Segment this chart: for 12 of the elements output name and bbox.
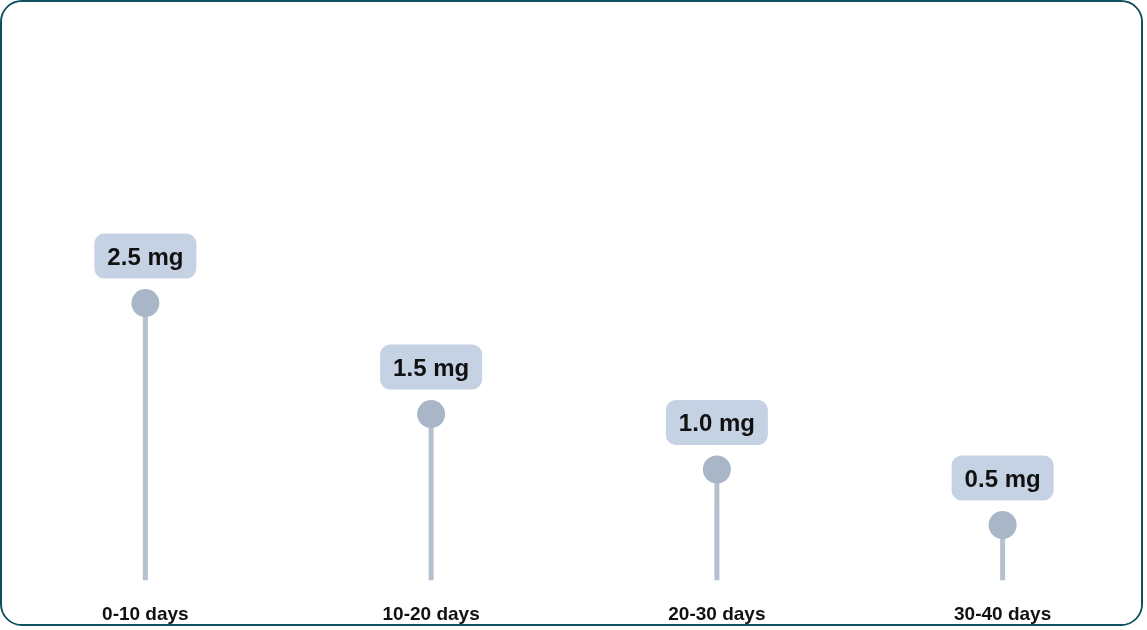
x-tick-label: 20-30 days — [668, 602, 766, 624]
point — [702, 455, 731, 484]
data-label: 2.5 mg — [107, 242, 184, 270]
point — [988, 511, 1017, 539]
data-label: 1.5 mg — [393, 353, 470, 381]
point — [131, 289, 160, 318]
x-tick-label: 10-20 days — [382, 602, 480, 624]
x-tick-label: 30-40 days — [954, 602, 1052, 624]
data-label: 0.5 mg — [964, 464, 1041, 492]
x-tick-label: 0-10 days — [102, 602, 189, 624]
data-label: 1.0 mg — [678, 409, 755, 437]
point — [417, 400, 446, 429]
